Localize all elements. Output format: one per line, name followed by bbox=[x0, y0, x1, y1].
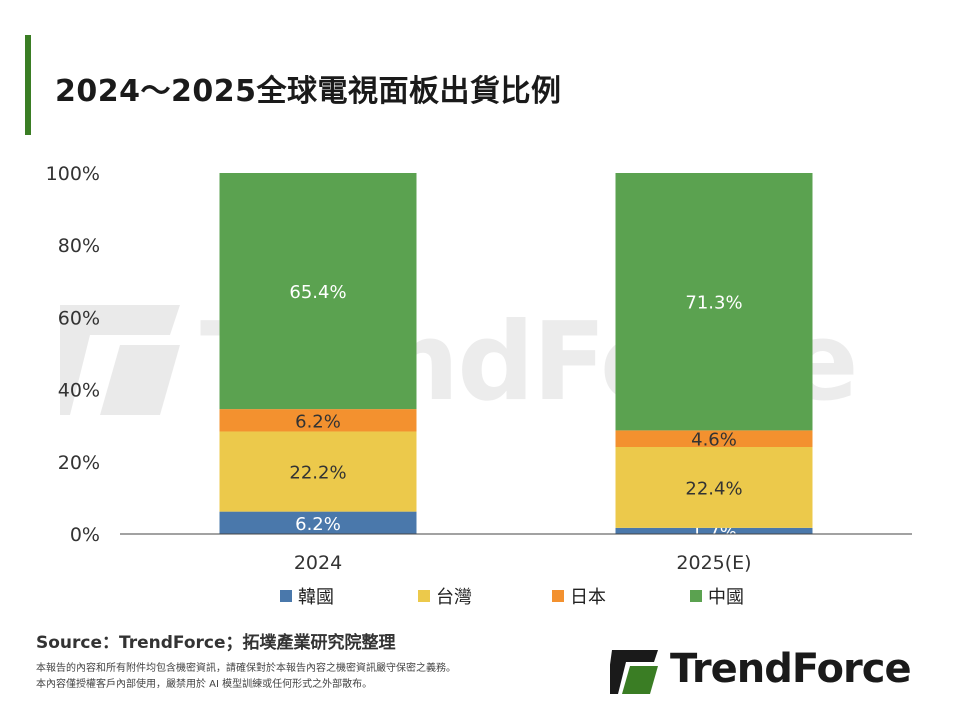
legend-label: 台灣 bbox=[436, 587, 472, 608]
y-tick-label: 100% bbox=[46, 163, 100, 185]
legend-item: 台灣 bbox=[418, 583, 472, 609]
y-tick-label: 80% bbox=[58, 235, 100, 257]
data-label: 22.2% bbox=[289, 463, 346, 484]
legend-item: 韓國 bbox=[280, 583, 334, 609]
data-label: 4.6% bbox=[691, 430, 737, 451]
bar-segment bbox=[219, 173, 417, 410]
legend-swatch bbox=[418, 590, 430, 602]
y-tick-label: 40% bbox=[58, 380, 100, 402]
legend-label: 中國 bbox=[708, 587, 744, 608]
data-label: 6.2% bbox=[295, 514, 341, 535]
data-label: 71.3% bbox=[685, 293, 742, 314]
legend-swatch bbox=[552, 590, 564, 602]
disclaimer-line-2: 本內容僅授權客戶內部使用，嚴禁用於 AI 模型訓練或任何形式之外部散布。 bbox=[36, 679, 373, 690]
bar-segment bbox=[219, 409, 417, 432]
bar-segment bbox=[219, 431, 417, 512]
legend-swatch bbox=[690, 590, 702, 602]
legend-item: 日本 bbox=[552, 583, 606, 609]
y-tick-label: 20% bbox=[58, 452, 100, 474]
bar-segment bbox=[615, 446, 813, 528]
legend-swatch bbox=[280, 590, 292, 602]
legend-item: 中國 bbox=[690, 583, 744, 609]
legend-label: 日本 bbox=[570, 587, 606, 608]
source-note: Source：TrendForce；拓墣產業研究院整理 bbox=[36, 633, 396, 653]
chart-legend: 韓國 台灣 日本 中國 bbox=[0, 583, 960, 609]
legend-label: 韓國 bbox=[298, 587, 334, 608]
x-tick-label: 2025(E) bbox=[676, 552, 751, 574]
page-title: 2024～2025全球電視面板出貨比例 bbox=[55, 74, 562, 109]
data-label: 65.4% bbox=[289, 282, 346, 303]
x-tick-label: 2024 bbox=[294, 552, 342, 574]
data-label: 22.4% bbox=[685, 478, 742, 499]
y-tick-label: 60% bbox=[58, 307, 100, 329]
trendforce-logo-icon bbox=[610, 650, 658, 694]
data-label: 6.2% bbox=[295, 411, 341, 432]
bar-segment bbox=[615, 527, 813, 534]
title-accent-bar bbox=[25, 35, 31, 135]
bar-segment bbox=[219, 511, 417, 534]
bar-segment bbox=[615, 430, 813, 447]
bar-segment bbox=[615, 173, 813, 431]
logo-text: TrendForce bbox=[670, 646, 912, 692]
disclaimer-line-1: 本報告的內容和所有附件均包含機密資訊，請確保對於本報告內容之機密資訊嚴守保密之義… bbox=[36, 663, 456, 674]
watermark-logo-mark bbox=[60, 305, 180, 415]
y-tick-label: 0% bbox=[70, 524, 100, 546]
